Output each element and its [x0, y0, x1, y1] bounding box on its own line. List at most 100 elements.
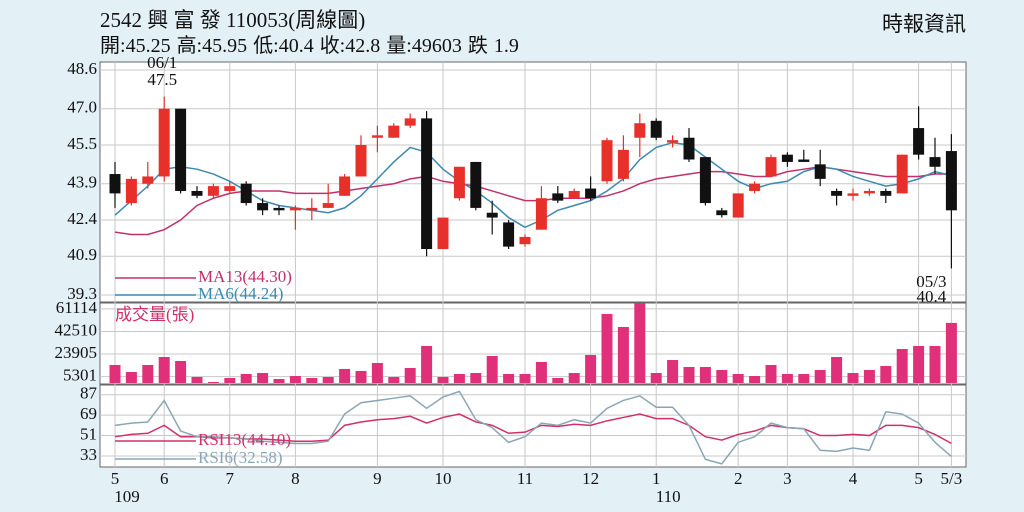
source: 時報資訊 [882, 12, 966, 36]
candle-body [339, 176, 351, 196]
candle-body [306, 207, 318, 211]
y-tick-label: 23905 [55, 343, 98, 362]
y-tick-label: 33 [80, 445, 97, 464]
legend-label: RSI13(44.10) [198, 430, 291, 449]
bar [109, 365, 121, 383]
candle-body [109, 174, 121, 194]
candle-body [158, 108, 170, 177]
year-label: 109 [114, 487, 140, 506]
candle-body [732, 193, 744, 218]
price-panel [99, 61, 967, 303]
candle-body [880, 190, 892, 196]
legend-label: MA6(44.24) [198, 284, 283, 303]
x-tick-label: 9 [373, 469, 382, 488]
candle-body [191, 190, 203, 196]
summary-label: 開: [100, 35, 126, 57]
candle-body [945, 151, 957, 211]
candle-body [207, 186, 219, 196]
candle-body [142, 176, 154, 184]
bar [617, 327, 629, 383]
candle-body [896, 154, 908, 194]
x-tick-label: 5 [111, 469, 120, 488]
candle-body [634, 123, 646, 138]
bar [371, 363, 383, 383]
summary-label: 量: [386, 35, 412, 57]
bar [896, 349, 908, 383]
bar [831, 357, 843, 383]
candle-body [863, 190, 875, 194]
bar [634, 303, 646, 383]
line [114, 413, 952, 445]
candle-body [617, 149, 629, 179]
candle-body [273, 207, 285, 211]
y-tick-label: 61114 [56, 298, 98, 317]
legend-label: MA13(44.30) [198, 267, 292, 286]
x-tick-label: 5 [914, 469, 923, 488]
candle-body [716, 210, 728, 216]
panel-title: 成交量(張) [115, 305, 194, 324]
bar [814, 370, 826, 383]
bar [224, 378, 236, 383]
candle-body [224, 186, 236, 191]
candle-body [601, 140, 613, 182]
annotation: 06/1 [147, 53, 177, 72]
bar [175, 361, 187, 383]
line [114, 166, 952, 236]
x-tick-label: 7 [226, 469, 235, 488]
y-tick-label: 47.0 [67, 98, 97, 117]
candle-body [404, 118, 416, 126]
candle-body [453, 166, 465, 199]
y-tick-label: 39.3 [67, 284, 97, 303]
bar [798, 374, 810, 383]
summary-label: 低: [253, 34, 279, 57]
y-tick-label: 45.5 [67, 134, 97, 153]
bar [453, 374, 465, 383]
bar [257, 373, 269, 383]
bar [568, 373, 580, 383]
candle-body [847, 193, 859, 196]
summary-label: 跌 [468, 34, 488, 57]
summary-value: 40.4 [279, 35, 314, 57]
candle-body [552, 193, 564, 201]
bar [470, 373, 482, 383]
candle-body [470, 161, 482, 208]
candle-body [240, 183, 252, 204]
rsi-panel [99, 384, 967, 468]
bar [880, 366, 892, 383]
summary-value: 45.25 [126, 35, 171, 57]
bar [191, 377, 203, 383]
y-tick-label: 5301 [63, 365, 97, 384]
summary-value: 45.95 [202, 35, 247, 57]
candle-body [322, 203, 334, 208]
candle-body [683, 137, 695, 160]
bar [339, 369, 351, 383]
bar [322, 377, 334, 383]
summary: 開:45.25 高:45.95 低:40.4 收:42.8 量:49603 跌 1.9 [100, 34, 519, 57]
bar [125, 372, 137, 383]
candle-body [355, 145, 367, 177]
y-tick-label: 40.9 [67, 245, 97, 264]
y-tick-label: 43.9 [67, 173, 97, 192]
candle-body [535, 198, 547, 230]
candle-body [125, 178, 137, 204]
candle-body [831, 190, 843, 196]
bar [913, 346, 925, 383]
x-tick-label: 5/3 [941, 469, 963, 488]
bar [781, 374, 793, 383]
y-tick-label: 48.6 [67, 59, 97, 78]
bar [421, 346, 433, 383]
bar [945, 322, 957, 383]
x-tick-label: 4 [849, 469, 858, 488]
candle-body [765, 157, 777, 177]
bar [240, 374, 252, 383]
bar [765, 365, 777, 383]
line [114, 141, 952, 229]
x-tick-label: 8 [291, 469, 300, 488]
bar [863, 370, 875, 383]
candle-body [585, 188, 597, 199]
bar [519, 374, 531, 383]
summary-label: 收: [320, 34, 346, 57]
legend-label: RSI6(32.58) [198, 448, 283, 467]
y-tick-label: 51 [80, 424, 97, 443]
